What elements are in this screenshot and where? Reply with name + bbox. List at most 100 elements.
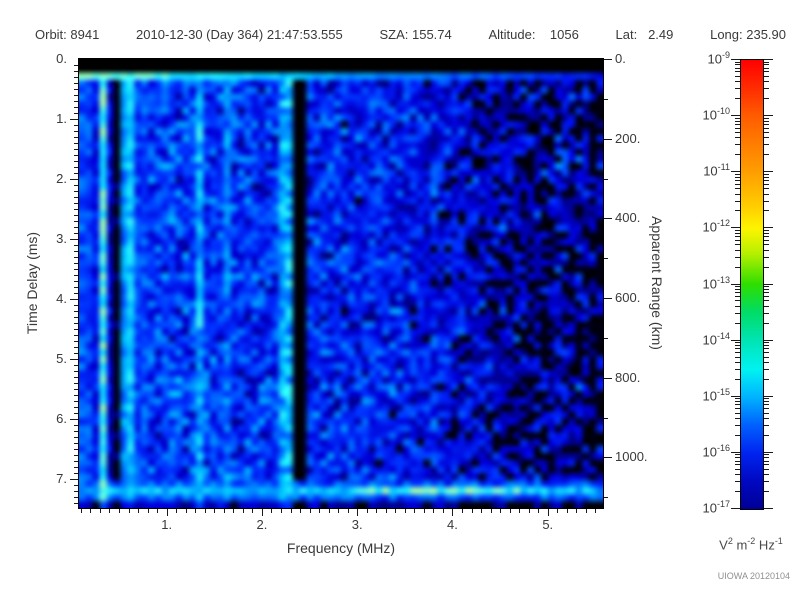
colorbar-minor-tick <box>735 418 740 420</box>
colorbar-minor-tick <box>764 361 769 363</box>
colorbar-minor-tick <box>735 188 740 190</box>
colorbar-tick-label: 10-12 <box>702 218 730 235</box>
colorbar-tick-label: 10-10 <box>702 106 730 123</box>
x-axis-minor-tick <box>204 509 206 513</box>
colorbar-minor-tick <box>764 179 769 181</box>
y-left-minor-tick <box>74 335 78 337</box>
colorbar-minor-tick <box>735 176 740 178</box>
y-left-minor-tick <box>74 107 78 109</box>
colorbar-minor-tick <box>764 454 769 456</box>
ephemeris-header: Orbit: 8941 2010-12-30 (Day 364) 21:47:5… <box>35 27 786 42</box>
colorbar-minor-tick <box>735 300 740 302</box>
x-axis-minor-tick <box>347 509 349 513</box>
colorbar-minor-tick <box>764 123 769 125</box>
x-axis-minor-tick <box>109 509 111 513</box>
colorbar-minor-tick <box>735 75 740 77</box>
colorbar-minor-tick <box>735 123 740 125</box>
colorbar-minor-tick <box>764 401 769 403</box>
y-right-minor-tick <box>604 337 608 339</box>
x-axis-major-tick <box>547 509 549 516</box>
y-left-minor-tick <box>74 65 78 66</box>
colorbar-minor-tick <box>735 127 740 129</box>
colorbar-minor-tick <box>735 425 740 427</box>
colorbar-major-tick <box>764 508 773 509</box>
x-axis-tick-label: 5. <box>542 517 554 532</box>
colorbar-minor-tick <box>735 249 740 251</box>
x-axis-minor-tick <box>442 509 444 513</box>
colorbar-minor-tick <box>764 256 769 258</box>
colorbar-minor-tick <box>735 179 740 181</box>
x-axis-minor-tick <box>414 509 416 513</box>
colorbar-minor-tick <box>764 286 769 288</box>
y-left-minor-tick <box>74 221 78 223</box>
colorbar-minor-tick <box>735 474 740 476</box>
y-left-minor-tick <box>74 503 78 505</box>
y-right-tick-label: 1000. <box>615 449 648 465</box>
y-left-major-tick <box>70 119 78 121</box>
x-axis-minor-tick <box>538 509 540 513</box>
x-axis-minor-tick <box>319 509 321 513</box>
colorbar-minor-tick <box>764 154 769 156</box>
x-axis-minor-tick <box>128 509 130 513</box>
colorbar-minor-tick <box>735 210 740 212</box>
colorbar-minor-tick <box>735 229 740 231</box>
colorbar-minor-tick <box>764 193 769 195</box>
colorbar-minor-tick <box>735 183 740 185</box>
y-left-minor-tick <box>74 497 78 499</box>
x-axis-title: Frequency (MHz) <box>286 540 396 556</box>
orbit-value: Orbit: 8941 <box>35 27 100 42</box>
y-left-major-tick <box>70 299 78 301</box>
y-left-minor-tick <box>74 275 78 277</box>
y-left-minor-tick <box>74 431 78 433</box>
colorbar-minor-tick <box>735 244 740 246</box>
colorbar-major-tick <box>731 227 740 229</box>
credit-text: UIOWA 20120104 <box>717 571 790 581</box>
y-right-tick-label: 800. <box>615 369 641 385</box>
colorbar-minor-tick <box>735 98 740 100</box>
colorbar-minor-tick <box>764 176 769 178</box>
colorbar-minor-tick <box>735 460 740 462</box>
colorbar-minor-tick <box>735 434 740 436</box>
y-left-minor-tick <box>74 443 78 445</box>
y-left-minor-tick <box>74 467 78 469</box>
colorbar-minor-tick <box>735 345 740 347</box>
y-left-major-tick <box>70 239 78 241</box>
latitude-value: Lat: 2.49 <box>615 27 674 42</box>
x-axis-minor-tick <box>176 509 178 513</box>
y-right-major-tick <box>604 59 612 60</box>
colorbar-tick-label: 10-13 <box>702 274 730 291</box>
colorbar-minor-tick <box>764 117 769 119</box>
y-left-minor-tick <box>74 449 78 451</box>
y-left-minor-tick <box>74 473 78 475</box>
colorbar-tick-label: 10-17 <box>702 499 730 516</box>
colorbar-minor-tick <box>735 200 740 202</box>
colorbar-minor-tick <box>735 286 740 288</box>
colorbar-minor-tick <box>764 404 769 406</box>
x-axis-minor-tick <box>233 509 235 513</box>
spectrogram-canvas <box>79 59 603 508</box>
y-left-minor-tick <box>74 263 78 265</box>
datetime-value: 2010-12-30 (Day 364) 21:47:53.555 <box>136 27 343 42</box>
colorbar-minor-tick <box>764 412 769 414</box>
colorbar-minor-tick <box>735 368 740 370</box>
y-left-minor-tick <box>74 323 78 325</box>
y-right-minor-tick <box>604 497 608 499</box>
colorbar-minor-tick <box>735 64 740 66</box>
colorbar-minor-tick <box>764 342 769 344</box>
colorbar-minor-tick <box>764 418 769 420</box>
colorbar-tick-label: 10-16 <box>702 442 730 460</box>
x-axis-major-tick <box>452 509 454 516</box>
y-left-minor-tick <box>74 245 78 247</box>
colorbar-minor-tick <box>764 474 769 476</box>
colorbar-minor-tick <box>764 481 769 483</box>
colorbar-major-tick <box>731 451 740 453</box>
colorbar-minor-tick <box>735 305 740 307</box>
colorbar-major-tick <box>731 59 740 60</box>
x-axis-minor-tick <box>557 509 559 513</box>
y-left-minor-tick <box>74 95 78 97</box>
colorbar-tick-label: 10-9 <box>707 50 730 67</box>
colorbar-minor-tick <box>764 464 769 466</box>
colorbar-minor-tick <box>764 348 769 350</box>
x-axis-minor-tick <box>214 509 216 513</box>
